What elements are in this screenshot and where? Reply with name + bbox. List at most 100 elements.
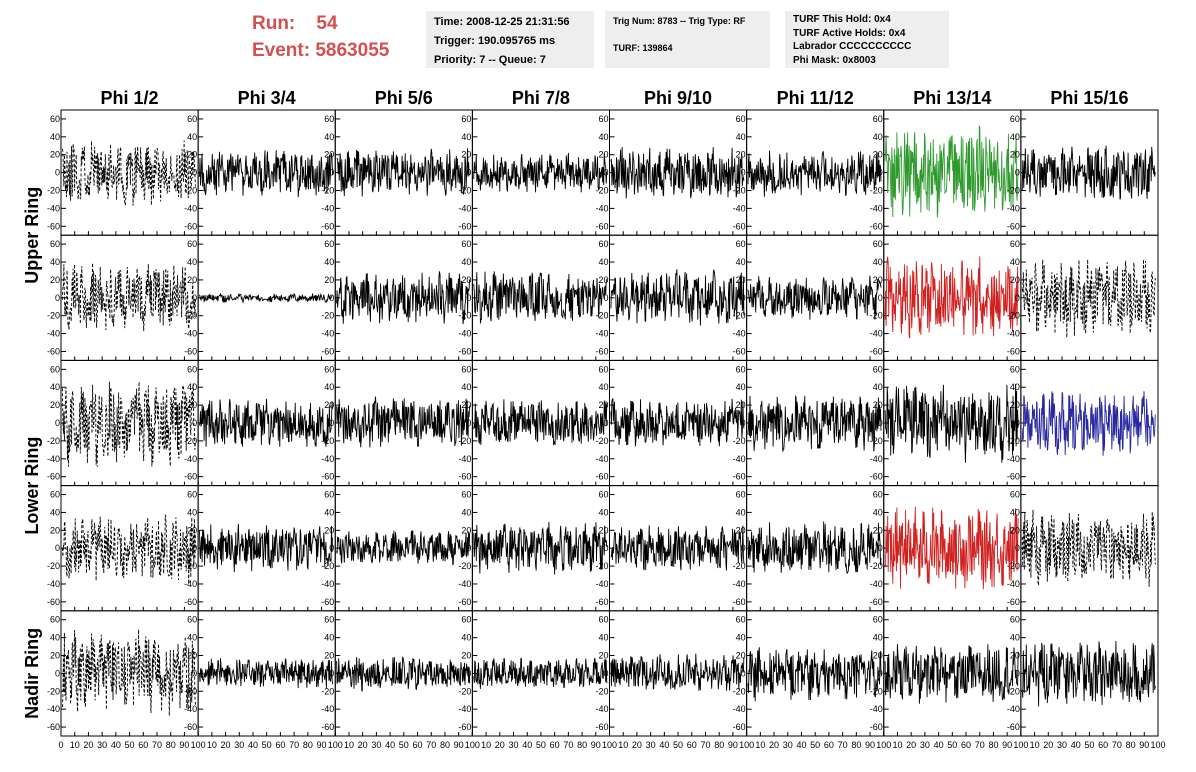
y-tick-label: -40 [184,454,197,464]
x-tick-label: 80 [714,740,724,750]
x-tick-label: 80 [851,740,861,750]
y-tick-label: 40 [873,132,883,142]
y-tick-label: 0 [55,293,60,303]
y-tick-label: 40 [736,382,746,392]
y-tick-label: -40 [458,454,471,464]
y-tick-label: -60 [1007,722,1020,732]
y-tick-label: 60 [736,239,746,249]
y-tick-label: -20 [321,185,334,195]
y-tick-label: -40 [1007,704,1020,714]
y-tick-label: 60 [187,239,197,249]
y-tick-label: 20 [873,275,883,285]
y-tick-label: 40 [324,633,334,643]
y-tick-label: 20 [873,400,883,410]
waveform-line [1021,641,1156,707]
y-tick-label: 60 [873,239,883,249]
y-tick-label: 20 [1010,525,1020,535]
x-tick-label: 50 [536,740,546,750]
y-tick-label: 0 [878,418,883,428]
x-tick-label: 40 [934,740,944,750]
y-tick-label: 40 [50,633,60,643]
y-tick-label: 40 [1010,507,1020,517]
y-tick-label: 0 [878,668,883,678]
y-tick-label: -20 [458,185,471,195]
y-tick-label: 60 [598,615,608,625]
y-tick-label: 40 [873,633,883,643]
waveform-line [747,647,882,702]
y-tick-label: 0 [329,418,334,428]
y-tick-label: -20 [1007,436,1020,446]
waveform-line [61,514,196,584]
y-tick-label: -40 [184,704,197,714]
y-tick-label: -60 [870,346,883,356]
column-header: Phi 7/8 [512,88,570,108]
y-tick-label: 0 [466,418,471,428]
y-tick-label: 20 [598,400,608,410]
y-tick-label: -20 [595,185,608,195]
y-tick-label: 60 [50,364,60,374]
y-tick-label: -60 [595,597,608,607]
y-tick-label: 0 [878,543,883,553]
y-tick-label: 60 [324,114,334,124]
y-tick-label: 40 [461,507,471,517]
waveform-line [61,381,196,467]
y-tick-label: 60 [873,114,883,124]
x-tick-label: 100 [1150,740,1165,750]
y-tick-label: -60 [733,346,746,356]
y-tick-label: -20 [1007,686,1020,696]
y-tick-label: 20 [461,525,471,535]
y-tick-label: 60 [324,364,334,374]
y-tick-label: -20 [733,436,746,446]
y-tick-label: 20 [50,400,60,410]
y-tick-label: -40 [184,203,197,213]
y-tick-label: 60 [187,114,197,124]
x-tick-label: 30 [234,740,244,750]
x-tick-label: 10 [618,740,628,750]
y-tick-label: 0 [1015,168,1020,178]
waveform-line [336,529,471,566]
y-tick-label: 20 [50,275,60,285]
waveform-line [199,292,333,304]
x-tick-label: 20 [769,740,779,750]
x-tick-label: 40 [111,740,121,750]
y-tick-label: -60 [595,472,608,482]
x-tick-label: 30 [1057,740,1067,750]
y-tick-label: -40 [321,454,334,464]
y-tick-label: -60 [458,722,471,732]
waveform-line [336,148,470,197]
waveform-line [610,398,745,447]
y-tick-label: 40 [461,382,471,392]
y-tick-label: 40 [187,257,197,267]
y-tick-label: -40 [321,579,334,589]
run-event-header: Run: 54 Event: 5863055 [252,10,389,64]
x-tick-label: 90 [865,740,875,750]
y-tick-label: 0 [1015,668,1020,678]
y-tick-label: 60 [461,615,471,625]
waveform-line [336,396,471,448]
y-tick-label: 0 [55,418,60,428]
x-tick-label: 40 [659,740,669,750]
y-tick-label: -20 [595,561,608,571]
x-tick-label: 10 [892,740,902,750]
y-tick-label: 0 [192,168,197,178]
waveform-line [747,394,882,452]
column-header: Phi 15/16 [1050,88,1128,108]
y-tick-label: -40 [458,329,471,339]
y-tick-label: 0 [329,168,334,178]
panel-frame [60,610,199,737]
y-tick-label: 0 [466,668,471,678]
y-tick-label: 20 [324,525,334,535]
y-tick-label: -40 [870,579,883,589]
y-tick-label: -60 [321,472,334,482]
y-tick-label: -20 [321,686,334,696]
x-tick-label: 30 [97,740,107,750]
y-tick-label: 0 [192,668,197,678]
waveform-line [747,521,882,575]
y-tick-label: 40 [324,257,334,267]
y-tick-label: 40 [598,257,608,267]
x-tick-label: 80 [440,740,450,750]
y-tick-label: 20 [461,275,471,285]
y-tick-label: -60 [47,221,60,231]
y-tick-label: -40 [47,329,60,339]
y-tick-label: -20 [595,686,608,696]
